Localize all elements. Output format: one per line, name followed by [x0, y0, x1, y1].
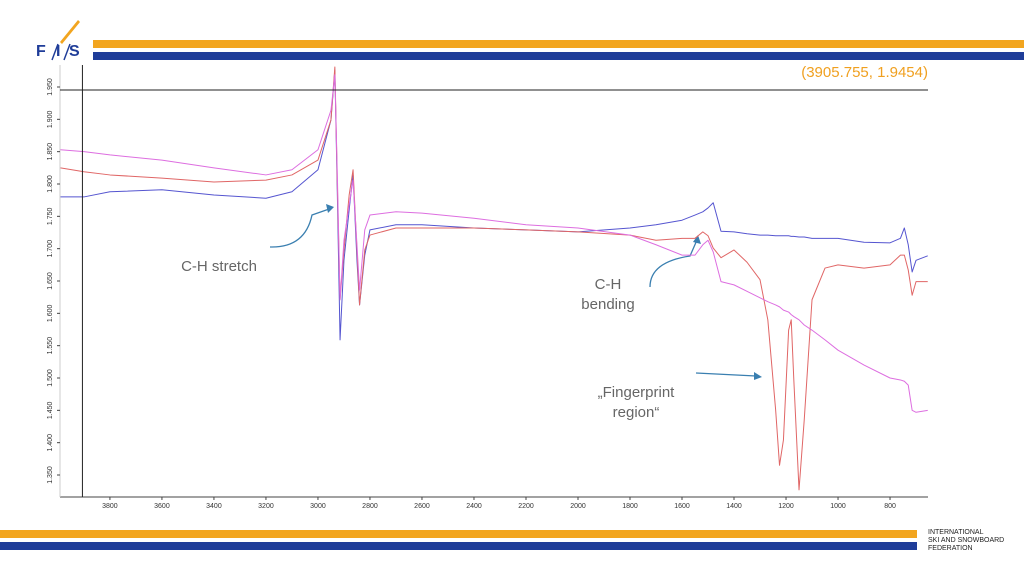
x-tick-label: 2600 — [414, 503, 430, 510]
footer-text: SKI AND SNOWBOARD — [928, 537, 1004, 544]
series-line — [60, 74, 928, 413]
cursor-readout: (3905.755, 1.9454) — [801, 64, 928, 81]
arrow-head — [693, 235, 701, 244]
x-tick-label: 3200 — [258, 503, 274, 510]
header-bar-orange — [93, 40, 1024, 48]
annotation-arrow — [269, 207, 333, 248]
logo: F I S — [36, 20, 80, 61]
footer-bar-blue — [0, 542, 917, 550]
header-bar-blue — [93, 52, 1024, 60]
y-tick-label: 1.550 — [47, 337, 54, 355]
x-tick-label: 3800 — [102, 503, 118, 510]
x-tick-label: 3000 — [310, 503, 326, 510]
logo-letter: S — [69, 43, 80, 60]
x-tick-label: 1800 — [622, 503, 638, 510]
y-tick-label: 1.350 — [47, 466, 54, 484]
logo-swoosh — [60, 20, 80, 44]
arrow-head — [754, 372, 762, 380]
footer-text: FEDERATION — [928, 545, 973, 552]
logo-letter: I — [56, 43, 60, 60]
x-tick-label: 1400 — [726, 503, 742, 510]
y-tick-label: 1.500 — [47, 369, 54, 387]
y-tick-label: 1.600 — [47, 304, 54, 322]
annotation: bending — [581, 296, 634, 313]
annotation: C-H — [595, 276, 622, 293]
y-tick-label: 1.950 — [47, 78, 54, 96]
series-line — [60, 66, 928, 491]
y-tick-label: 1.750 — [47, 207, 54, 225]
footer-text: INTERNATIONAL — [928, 529, 984, 536]
x-tick-label: 1200 — [778, 503, 794, 510]
x-tick-label: 3400 — [206, 503, 222, 510]
x-tick-label: 1000 — [830, 503, 846, 510]
logo-slash — [63, 43, 71, 61]
x-tick-label: 3600 — [154, 503, 170, 510]
x-tick-label: 1600 — [674, 503, 690, 510]
arrow-head — [326, 204, 334, 213]
y-tick-label: 1.850 — [47, 143, 54, 161]
x-tick-label: 2800 — [362, 503, 378, 510]
logo-slash — [51, 43, 59, 61]
x-tick-label: 800 — [884, 503, 896, 510]
y-tick-label: 1.450 — [47, 401, 54, 419]
annotation-arrow — [649, 239, 698, 288]
annotation: „Fingerprint — [598, 384, 676, 401]
logo-letter: F — [36, 43, 46, 60]
y-tick-label: 1.400 — [47, 434, 54, 452]
x-tick-label: 2400 — [466, 503, 482, 510]
y-tick-label: 1.900 — [47, 110, 54, 128]
x-tick-label: 2000 — [570, 503, 586, 510]
footer-bar-orange — [0, 530, 917, 538]
x-tick-label: 2200 — [518, 503, 534, 510]
y-tick-label: 1.700 — [47, 240, 54, 258]
annotation-arrow — [695, 372, 757, 377]
y-tick-label: 1.800 — [47, 175, 54, 193]
annotation: region“ — [613, 404, 660, 421]
y-tick-label: 1.650 — [47, 272, 54, 290]
annotation: C-H stretch — [181, 258, 257, 275]
series-line — [60, 69, 928, 341]
